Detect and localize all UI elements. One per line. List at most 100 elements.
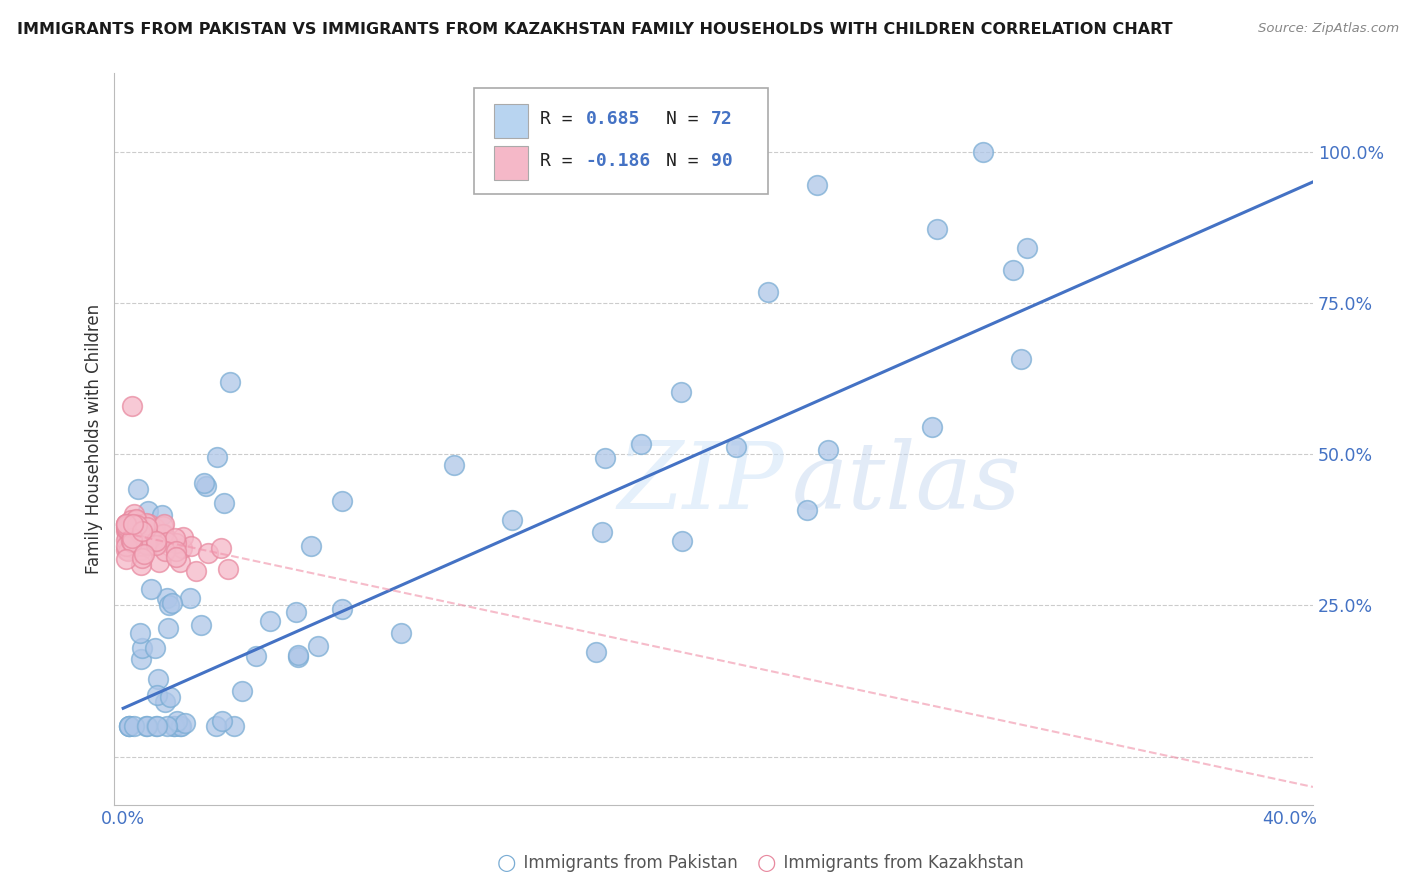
Point	[307, 639, 329, 653]
Text: R =: R =	[540, 110, 583, 128]
Point	[115, 517, 138, 532]
Point	[118, 719, 141, 733]
Point	[143, 640, 166, 655]
Point	[122, 535, 145, 549]
Point	[118, 719, 141, 733]
Point	[501, 513, 523, 527]
Point	[121, 399, 143, 413]
Point	[156, 719, 179, 733]
Point	[139, 532, 162, 546]
Point	[143, 525, 166, 540]
Point	[165, 550, 187, 565]
Point	[118, 521, 141, 535]
Point	[128, 626, 150, 640]
Point	[218, 375, 240, 389]
Point	[155, 543, 177, 558]
Point	[115, 523, 138, 537]
Point	[115, 530, 138, 544]
Point	[129, 532, 152, 546]
Point	[115, 516, 138, 531]
Point	[170, 719, 193, 733]
Point	[127, 517, 149, 532]
Text: 90: 90	[711, 152, 733, 169]
Y-axis label: Family Households with Children: Family Households with Children	[86, 304, 103, 574]
Point	[115, 552, 138, 566]
Text: -0.186: -0.186	[585, 152, 651, 169]
Point	[162, 596, 184, 610]
Point	[156, 591, 179, 605]
Point	[195, 479, 218, 493]
Point	[122, 507, 145, 521]
Point	[287, 650, 309, 665]
Point	[671, 534, 693, 549]
Text: Immigrants from Pakistan: Immigrants from Pakistan	[513, 855, 738, 872]
Point	[165, 531, 187, 545]
Point	[117, 526, 139, 541]
Point	[1010, 352, 1032, 367]
Point	[131, 524, 153, 539]
Point	[330, 494, 353, 508]
Text: 0.685: 0.685	[585, 110, 640, 128]
Point	[155, 695, 177, 709]
Point	[669, 384, 692, 399]
Point	[817, 442, 839, 457]
Point	[125, 518, 148, 533]
Point	[125, 511, 148, 525]
Point	[156, 535, 179, 549]
Point	[166, 714, 188, 729]
Point	[131, 641, 153, 656]
Point	[118, 530, 141, 544]
Point	[129, 525, 152, 540]
Point	[156, 621, 179, 635]
Point	[163, 719, 186, 733]
Point	[170, 541, 193, 555]
Point	[139, 582, 162, 596]
Point	[120, 513, 142, 527]
Point	[143, 521, 166, 535]
Point	[796, 503, 818, 517]
Point	[1017, 241, 1039, 255]
Point	[146, 688, 169, 702]
Point	[135, 516, 157, 530]
Point	[145, 538, 167, 552]
Point	[211, 541, 233, 555]
Point	[758, 285, 780, 300]
Point	[135, 537, 157, 551]
Point	[138, 535, 160, 549]
Point	[630, 437, 652, 451]
Point	[287, 648, 309, 662]
Point	[169, 719, 191, 733]
Point	[180, 539, 202, 553]
Point	[211, 714, 233, 729]
Text: N =: N =	[666, 110, 709, 128]
Point	[389, 625, 412, 640]
Text: atlas: atlas	[792, 438, 1021, 528]
Text: ZIP: ZIP	[617, 438, 785, 528]
Point	[122, 535, 145, 549]
Point	[138, 517, 160, 532]
Point	[115, 522, 138, 536]
Text: Source: ZipAtlas.com: Source: ZipAtlas.com	[1258, 22, 1399, 36]
Point	[135, 719, 157, 733]
Point	[115, 539, 138, 553]
Point	[179, 591, 201, 605]
Point	[121, 531, 143, 545]
Point	[127, 532, 149, 546]
Point	[214, 496, 236, 510]
Point	[124, 537, 146, 551]
Point	[925, 222, 948, 236]
Point	[222, 719, 245, 733]
Point	[115, 533, 138, 547]
Point	[127, 516, 149, 531]
Point	[136, 537, 159, 551]
Point	[121, 534, 143, 549]
Point	[585, 645, 607, 659]
Point	[117, 532, 139, 546]
Point	[131, 558, 153, 572]
Point	[135, 538, 157, 552]
Point	[157, 598, 180, 612]
Point	[591, 525, 613, 540]
Point	[145, 533, 167, 548]
Point	[921, 420, 943, 434]
Point	[134, 525, 156, 540]
